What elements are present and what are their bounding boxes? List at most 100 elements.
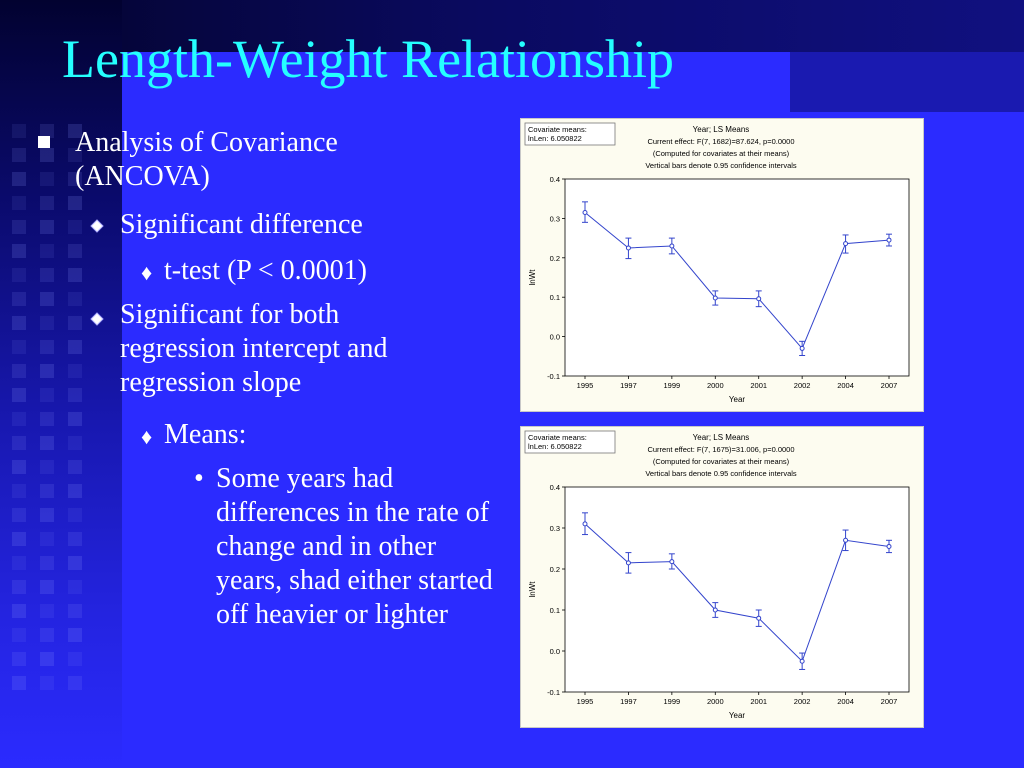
decor-square xyxy=(68,628,82,642)
decor-square xyxy=(68,460,82,474)
decor-square xyxy=(40,436,54,450)
y-tick-label: 0.1 xyxy=(550,606,560,615)
decor-square xyxy=(40,460,54,474)
x-tick-label: 2007 xyxy=(881,381,898,390)
y-tick-label: 0.3 xyxy=(550,524,560,533)
data-point xyxy=(799,345,805,351)
chart-subtitle: (Computed for covariates at their means) xyxy=(653,149,790,158)
x-tick-label: 2002 xyxy=(794,381,811,390)
decor-square xyxy=(40,652,54,666)
decor-square xyxy=(12,580,26,594)
x-tick-label: 2000 xyxy=(707,697,724,706)
data-point xyxy=(886,237,892,243)
x-tick-label: 2000 xyxy=(707,381,724,390)
data-point xyxy=(712,607,718,613)
decor-square xyxy=(40,628,54,642)
slide-title: Length-Weight Relationship xyxy=(62,29,675,89)
decor-square xyxy=(12,436,26,450)
decor-square xyxy=(40,364,54,378)
decor-square xyxy=(68,532,82,546)
decor-square xyxy=(12,340,26,354)
x-tick-label: 2007 xyxy=(881,697,898,706)
bullet-regression: Significant for both regression intercep… xyxy=(120,299,388,398)
x-tick-label: 2001 xyxy=(750,697,767,706)
decor-square xyxy=(12,244,26,258)
chart-subtitle: Current effect: F(7, 1682)=87.624, p=0.0… xyxy=(647,137,794,146)
decor-square xyxy=(12,556,26,570)
decor-square xyxy=(68,148,82,162)
decor-square xyxy=(12,484,26,498)
data-point xyxy=(582,209,588,215)
x-axis-label: Year xyxy=(729,711,746,720)
covariate-text: lnLen: 6.050822 xyxy=(528,442,582,451)
ls-means-chart-2: Covariate means:lnLen: 6.050822 Year; LS … xyxy=(521,427,923,727)
decor-square xyxy=(40,388,54,402)
decor-square xyxy=(68,508,82,522)
decor-square xyxy=(12,628,26,642)
diamond-bullet-icon xyxy=(90,312,104,326)
left-decor-strip xyxy=(0,0,122,768)
decor-square xyxy=(40,412,54,426)
decor-square xyxy=(12,652,26,666)
chart-panel-1: Covariate means: lnLen: 6.050822 Year; LS … xyxy=(520,118,924,412)
x-tick-label: 2002 xyxy=(794,697,811,706)
chart-subtitle: Vertical bars denote 0.95 confidence int… xyxy=(645,469,797,478)
decor-square xyxy=(12,196,26,210)
decor-square xyxy=(40,292,54,306)
decor-square xyxy=(12,148,26,162)
data-point xyxy=(886,543,892,549)
decor-square xyxy=(68,268,82,282)
data-point xyxy=(669,243,675,249)
y-tick-label: 0.3 xyxy=(550,214,560,223)
y-tick-label: -0.1 xyxy=(547,688,560,697)
series-line xyxy=(584,523,890,663)
decor-square xyxy=(68,172,82,186)
x-tick-label: 1999 xyxy=(664,381,681,390)
decor-square xyxy=(68,316,82,330)
decor-square xyxy=(40,340,54,354)
bullet-significant-difference: Significant difference xyxy=(120,209,363,240)
decor-square xyxy=(40,676,54,690)
data-point xyxy=(799,658,805,664)
x-tick-label: 1999 xyxy=(664,697,681,706)
diamond-bullet-icon xyxy=(90,219,104,233)
series-line xyxy=(584,212,890,350)
data-point xyxy=(625,245,631,251)
x-tick-label: 1997 xyxy=(620,697,637,706)
decor-square xyxy=(68,124,82,138)
top-decor-band xyxy=(122,0,1024,52)
x-tick-label: 2004 xyxy=(837,381,854,390)
covariate-text: Covariate means: xyxy=(528,125,587,134)
decor-square xyxy=(40,556,54,570)
decor-square xyxy=(40,580,54,594)
small-diamond-bullet-icon: ♦ xyxy=(141,260,153,285)
y-tick-label: 0.2 xyxy=(550,565,560,574)
small-diamond-bullet-icon: ♦ xyxy=(141,424,153,449)
data-point xyxy=(843,241,849,247)
top-decor-band-right xyxy=(790,52,1024,112)
covariate-box xyxy=(524,430,616,454)
decor-square xyxy=(12,292,26,306)
decor-square xyxy=(12,220,26,234)
chart-subtitle: Current effect: F(7, 1675)=31.006, p=0.0… xyxy=(647,445,794,454)
data-point xyxy=(625,560,631,566)
covariate-text: Covariate means: xyxy=(528,433,587,442)
decor-square xyxy=(68,196,82,210)
bullet-some-years: Some years had differences in the rate o… xyxy=(216,463,493,630)
decor-square xyxy=(12,460,26,474)
decor-square xyxy=(68,652,82,666)
y-tick-label: 0.0 xyxy=(550,333,560,342)
decor-square xyxy=(68,220,82,234)
x-tick-label: 1997 xyxy=(620,381,637,390)
x-tick-label: 2004 xyxy=(837,697,854,706)
y-tick-label: 0.1 xyxy=(550,293,560,302)
decor-square xyxy=(68,364,82,378)
x-axis-label: Year xyxy=(729,395,746,404)
decor-square xyxy=(68,412,82,426)
decor-square xyxy=(40,316,54,330)
decor-square xyxy=(12,508,26,522)
plot-area xyxy=(564,486,910,693)
decor-square xyxy=(12,604,26,618)
decor-square xyxy=(68,604,82,618)
square-bullet-icon xyxy=(38,136,50,148)
